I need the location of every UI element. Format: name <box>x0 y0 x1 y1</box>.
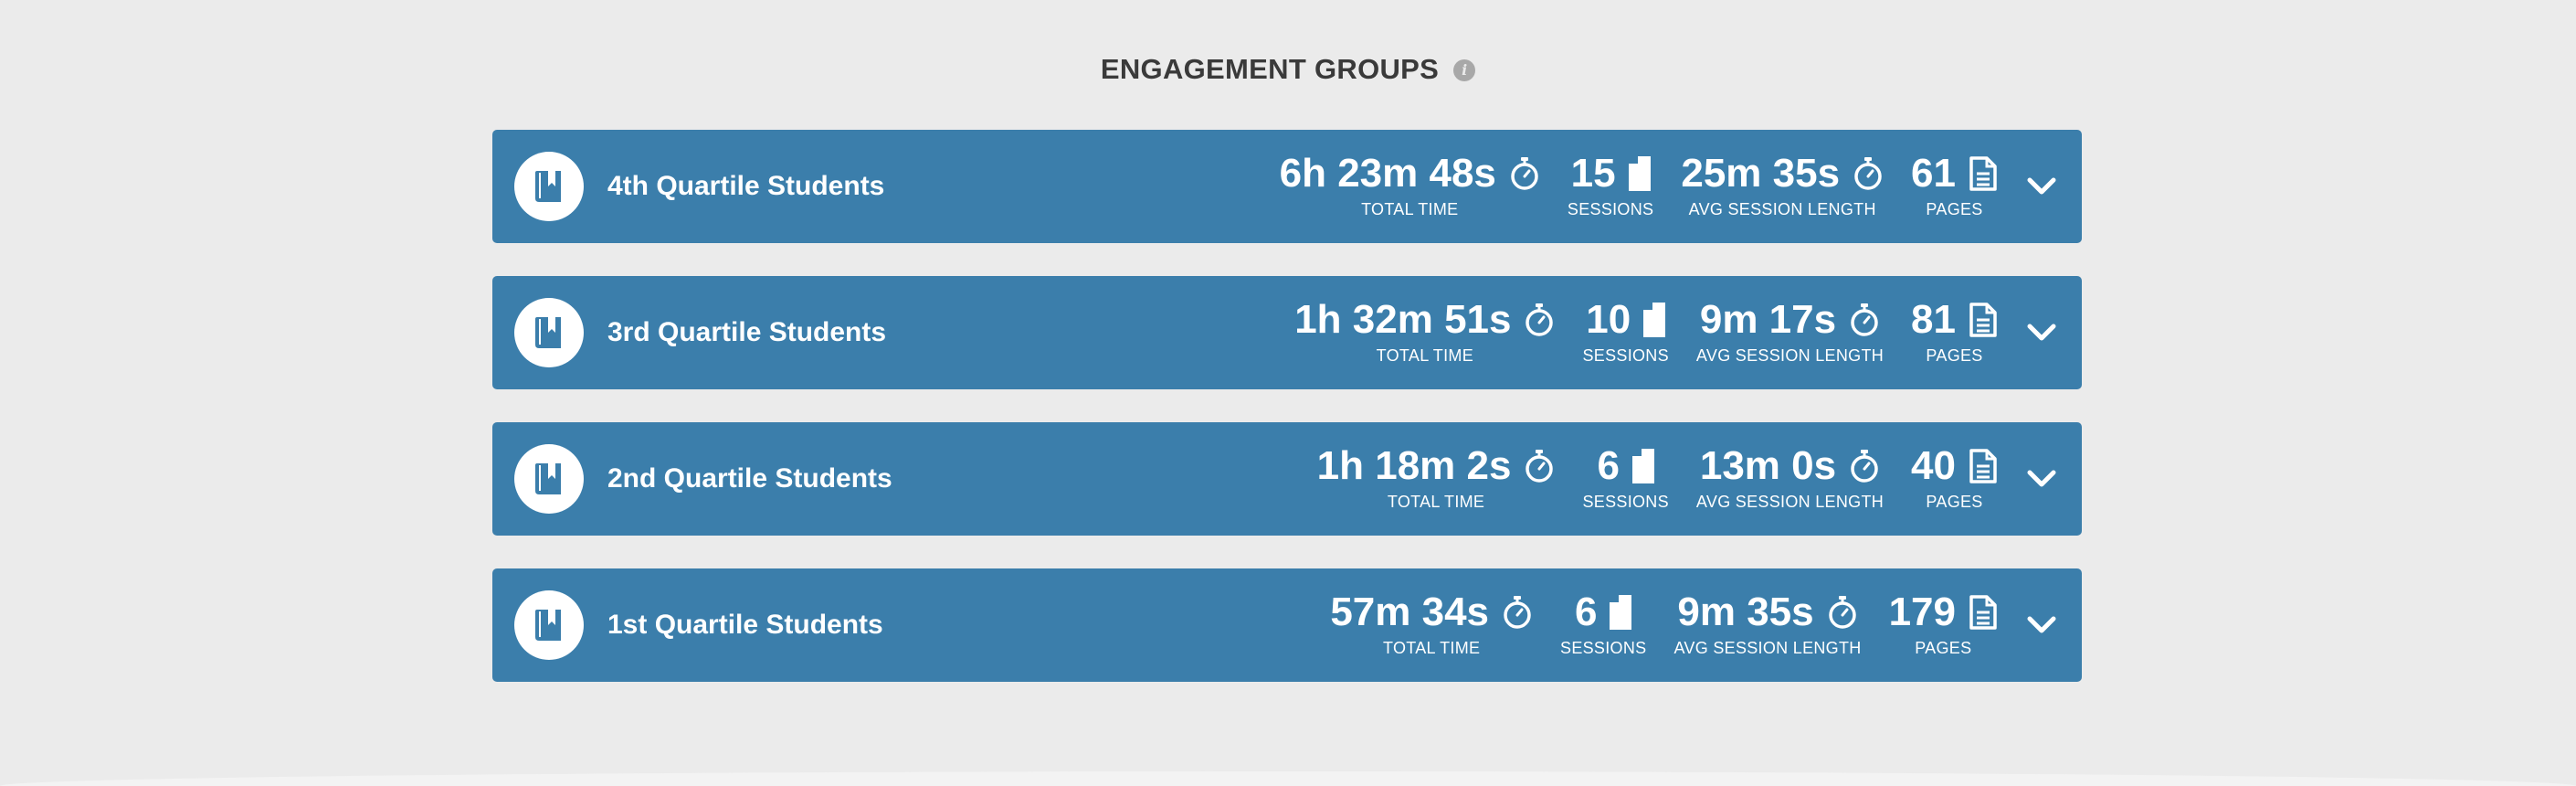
stopwatch-icon <box>1827 595 1858 630</box>
engagement-group-row[interactable]: 4th Quartile Students 6h 23m 48s TOTAL T… <box>492 130 2082 243</box>
pages-label: PAGES <box>1915 639 1972 657</box>
stopwatch-icon <box>1524 449 1555 483</box>
sessions-stat: 6 SESSIONS <box>1582 446 1668 512</box>
section-title: ENGAGEMENT GROUPS <box>1100 53 1440 85</box>
info-icon[interactable]: i <box>1453 59 1476 81</box>
avg-session-value: 25m 35s <box>1681 151 1841 196</box>
bookmark-tab-icon <box>1643 303 1666 337</box>
group-name: 3rd Quartile Students <box>607 317 887 347</box>
pages-stat: 81 PAGES <box>1911 300 1998 366</box>
avg-session-value: 13m 0s <box>1699 443 1837 488</box>
pages-value: 40 <box>1911 443 1956 488</box>
book-icon <box>514 298 584 367</box>
engagement-group-row[interactable]: 3rd Quartile Students 1h 32m 51s TOTAL T… <box>492 276 2082 389</box>
total-time-label: TOTAL TIME <box>1382 639 1481 657</box>
total-time-value: 6h 23m 48s <box>1279 151 1496 196</box>
total-time-label: TOTAL TIME <box>1376 346 1474 365</box>
sessions-label: SESSIONS <box>1567 200 1654 218</box>
document-icon <box>1969 448 1998 484</box>
section-header: ENGAGEMENT GROUPS i <box>0 53 2576 86</box>
total-time-stat: 57m 34s TOTAL TIME <box>1330 592 1533 658</box>
pages-value: 179 <box>1888 590 1956 634</box>
stopwatch-icon <box>1524 303 1555 337</box>
stopwatch-icon <box>1509 156 1540 191</box>
avg-session-value: 9m 17s <box>1699 297 1837 342</box>
sessions-value: 6 <box>1597 443 1620 488</box>
sessions-label: SESSIONS <box>1560 639 1647 657</box>
chevron-down-icon[interactable] <box>2023 314 2060 351</box>
pages-label: PAGES <box>1926 493 1983 511</box>
group-name: 2nd Quartile Students <box>607 463 892 494</box>
total-time-value: 1h 32m 51s <box>1294 297 1512 342</box>
book-icon <box>514 444 584 514</box>
avg-session-label: AVG SESSION LENGTH <box>1695 493 1884 511</box>
book-icon <box>514 152 584 221</box>
engagement-group-row[interactable]: 1st Quartile Students 57m 34s TOTAL TIME… <box>492 568 2082 682</box>
avg-session-stat: 25m 35s AVG SESSION LENGTH <box>1681 154 1884 219</box>
engagement-group-row[interactable]: 2nd Quartile Students 1h 18m 2s TOTAL TI… <box>492 422 2082 536</box>
pages-stat: 40 PAGES <box>1911 446 1998 512</box>
avg-session-label: AVG SESSION LENGTH <box>1673 639 1862 657</box>
chevron-down-icon[interactable] <box>2023 168 2060 205</box>
total-time-value: 57m 34s <box>1330 590 1490 634</box>
engagement-groups-list: 4th Quartile Students 6h 23m 48s TOTAL T… <box>492 130 2082 715</box>
pages-value: 81 <box>1911 297 1956 342</box>
stopwatch-icon <box>1853 156 1884 191</box>
document-icon <box>1969 302 1998 338</box>
footer-divider <box>0 771 2576 786</box>
sessions-value: 10 <box>1586 297 1631 342</box>
stopwatch-icon <box>1502 595 1533 630</box>
book-icon <box>514 590 584 660</box>
group-name: 1st Quartile Students <box>607 610 883 640</box>
total-time-label: TOTAL TIME <box>1361 200 1459 218</box>
document-icon <box>1969 594 1998 631</box>
avg-session-stat: 13m 0s AVG SESSION LENGTH <box>1696 446 1884 512</box>
sessions-value: 6 <box>1574 590 1598 634</box>
total-time-stat: 1h 32m 51s TOTAL TIME <box>1294 300 1555 366</box>
chevron-down-icon[interactable] <box>2023 607 2060 643</box>
sessions-value: 15 <box>1570 151 1616 196</box>
sessions-label: SESSIONS <box>1582 346 1669 365</box>
stopwatch-icon <box>1849 303 1880 337</box>
avg-session-stat: 9m 17s AVG SESSION LENGTH <box>1696 300 1884 366</box>
sessions-stat: 6 SESSIONS <box>1560 592 1646 658</box>
avg-session-stat: 9m 35s AVG SESSION LENGTH <box>1673 592 1861 658</box>
pages-stat: 179 PAGES <box>1889 592 1998 658</box>
stopwatch-icon <box>1849 449 1880 483</box>
avg-session-label: AVG SESSION LENGTH <box>1688 200 1876 218</box>
total-time-value: 1h 18m 2s <box>1316 443 1512 488</box>
group-name: 4th Quartile Students <box>607 171 885 201</box>
pages-label: PAGES <box>1926 200 1983 218</box>
bookmark-tab-icon <box>1631 449 1654 483</box>
pages-value: 61 <box>1911 151 1956 196</box>
sessions-stat: 10 SESSIONS <box>1582 300 1668 366</box>
bookmark-tab-icon <box>1610 595 1632 630</box>
total-time-stat: 1h 18m 2s TOTAL TIME <box>1317 446 1556 512</box>
avg-session-value: 9m 35s <box>1677 590 1814 634</box>
total-time-label: TOTAL TIME <box>1387 493 1485 511</box>
pages-label: PAGES <box>1926 346 1983 365</box>
pages-stat: 61 PAGES <box>1911 154 1998 219</box>
total-time-stat: 6h 23m 48s TOTAL TIME <box>1280 154 1540 219</box>
sessions-label: SESSIONS <box>1582 493 1669 511</box>
document-icon <box>1969 155 1998 192</box>
avg-session-label: AVG SESSION LENGTH <box>1695 346 1884 365</box>
bookmark-tab-icon <box>1628 156 1651 191</box>
chevron-down-icon[interactable] <box>2023 461 2060 497</box>
sessions-stat: 15 SESSIONS <box>1568 154 1653 219</box>
